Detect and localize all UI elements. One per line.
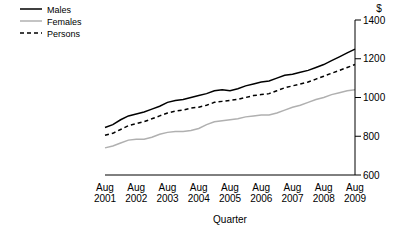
svg-text:1400: 1400: [363, 15, 386, 26]
svg-text:$: $: [376, 3, 382, 14]
svg-text:Aug2007: Aug2007: [281, 182, 304, 204]
svg-text:Aug2003: Aug2003: [156, 182, 179, 204]
svg-text:Aug2002: Aug2002: [125, 182, 148, 204]
svg-text:Persons: Persons: [47, 29, 81, 39]
svg-text:Aug2006: Aug2006: [250, 182, 273, 204]
svg-text:Aug2008: Aug2008: [313, 182, 336, 204]
svg-text:Aug2004: Aug2004: [188, 182, 211, 204]
svg-text:Aug2001: Aug2001: [94, 182, 117, 204]
svg-text:800: 800: [363, 131, 380, 142]
svg-text:Females: Females: [47, 17, 82, 27]
svg-text:600: 600: [363, 170, 380, 181]
svg-text:Aug2005: Aug2005: [219, 182, 242, 204]
svg-text:Aug2009: Aug2009: [344, 182, 367, 204]
svg-text:1200: 1200: [363, 53, 386, 64]
svg-text:1000: 1000: [363, 92, 386, 103]
svg-text:Males: Males: [47, 5, 72, 15]
svg-text:Quarter: Quarter: [213, 214, 248, 225]
